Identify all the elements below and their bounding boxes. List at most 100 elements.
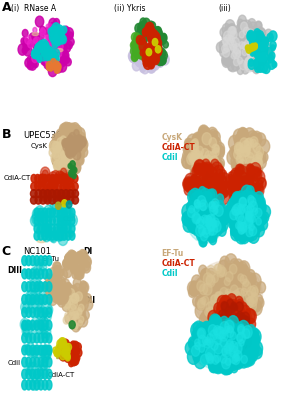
Circle shape <box>152 56 159 65</box>
Circle shape <box>205 142 214 154</box>
Circle shape <box>213 195 221 205</box>
Circle shape <box>223 310 231 321</box>
Circle shape <box>65 161 72 170</box>
Circle shape <box>59 146 65 154</box>
Circle shape <box>225 365 231 374</box>
Circle shape <box>147 28 153 34</box>
Circle shape <box>75 354 80 361</box>
Circle shape <box>194 160 206 175</box>
Circle shape <box>253 169 262 180</box>
Circle shape <box>73 322 77 328</box>
Circle shape <box>212 312 220 322</box>
Circle shape <box>207 271 215 282</box>
Circle shape <box>247 29 254 38</box>
Circle shape <box>228 335 239 348</box>
Circle shape <box>47 49 54 58</box>
Circle shape <box>76 135 83 143</box>
Circle shape <box>253 195 264 210</box>
Circle shape <box>135 55 144 67</box>
Circle shape <box>204 170 213 182</box>
Circle shape <box>255 150 266 164</box>
Circle shape <box>70 290 79 301</box>
Circle shape <box>59 338 65 346</box>
Circle shape <box>236 156 243 164</box>
Circle shape <box>52 261 61 272</box>
Circle shape <box>70 171 74 176</box>
Circle shape <box>147 52 153 59</box>
Circle shape <box>52 291 59 300</box>
Circle shape <box>260 51 268 61</box>
Circle shape <box>240 145 247 153</box>
Ellipse shape <box>50 208 55 217</box>
Circle shape <box>247 191 258 206</box>
Circle shape <box>47 49 52 55</box>
Circle shape <box>245 289 256 304</box>
Circle shape <box>138 34 146 45</box>
Circle shape <box>69 145 79 157</box>
Ellipse shape <box>34 231 40 240</box>
Circle shape <box>206 147 218 162</box>
Circle shape <box>225 292 231 300</box>
Circle shape <box>208 301 216 310</box>
Circle shape <box>208 356 214 364</box>
Circle shape <box>69 263 75 270</box>
Circle shape <box>262 49 267 55</box>
Circle shape <box>142 25 149 33</box>
Circle shape <box>213 280 222 292</box>
Ellipse shape <box>26 256 31 265</box>
Circle shape <box>235 180 243 190</box>
Circle shape <box>195 342 206 357</box>
Circle shape <box>247 194 255 204</box>
Circle shape <box>242 47 247 54</box>
Circle shape <box>239 313 245 321</box>
Circle shape <box>60 44 67 53</box>
Circle shape <box>252 63 260 74</box>
Ellipse shape <box>22 380 27 390</box>
Circle shape <box>77 310 86 321</box>
Circle shape <box>228 288 235 297</box>
Circle shape <box>234 334 242 345</box>
Circle shape <box>155 43 162 51</box>
Text: CdiA-CT: CdiA-CT <box>161 143 195 152</box>
Circle shape <box>215 264 222 273</box>
Circle shape <box>52 231 58 238</box>
Circle shape <box>239 318 246 328</box>
Circle shape <box>52 63 57 68</box>
Circle shape <box>134 49 138 55</box>
Circle shape <box>189 176 200 190</box>
Circle shape <box>242 335 251 348</box>
Circle shape <box>53 160 61 170</box>
Circle shape <box>67 148 76 160</box>
Circle shape <box>223 310 232 322</box>
Text: UPEC536: UPEC536 <box>23 131 61 140</box>
Circle shape <box>247 171 255 182</box>
Circle shape <box>251 47 258 56</box>
Circle shape <box>224 326 230 333</box>
Circle shape <box>221 331 230 342</box>
Circle shape <box>136 35 143 45</box>
Circle shape <box>160 51 167 61</box>
Circle shape <box>232 334 240 344</box>
Circle shape <box>239 282 251 297</box>
Circle shape <box>56 140 64 150</box>
Ellipse shape <box>69 208 75 217</box>
Circle shape <box>235 54 245 66</box>
Circle shape <box>242 49 247 56</box>
Circle shape <box>214 145 219 152</box>
Circle shape <box>254 170 265 184</box>
Circle shape <box>78 320 83 326</box>
Circle shape <box>67 142 73 150</box>
Circle shape <box>63 138 71 149</box>
Circle shape <box>57 138 64 148</box>
Circle shape <box>254 31 262 41</box>
Circle shape <box>73 318 81 328</box>
Circle shape <box>205 225 217 240</box>
Ellipse shape <box>42 369 48 379</box>
Circle shape <box>61 122 71 136</box>
Circle shape <box>230 218 239 229</box>
Circle shape <box>234 320 241 329</box>
Circle shape <box>230 45 237 55</box>
Circle shape <box>208 145 217 156</box>
Ellipse shape <box>32 32 38 36</box>
Circle shape <box>258 42 265 52</box>
